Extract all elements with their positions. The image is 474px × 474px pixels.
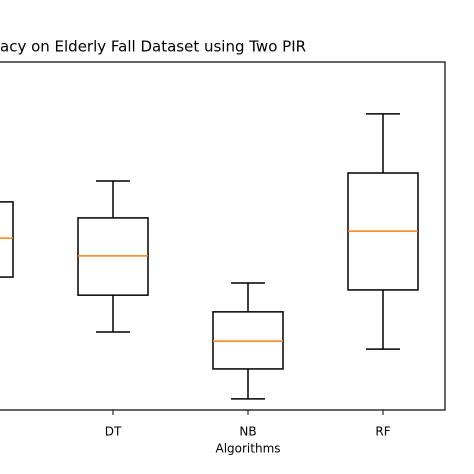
box xyxy=(0,201,14,278)
x-tick-label: NB xyxy=(239,425,256,439)
x-tick-label: DT xyxy=(105,425,122,439)
chart-title: acy on Elderly Fall Dataset using Two PI… xyxy=(0,38,306,56)
x-axis-label: Algorithms xyxy=(215,442,280,456)
x-tick-label: RF xyxy=(375,425,390,439)
plot-frame xyxy=(0,61,446,411)
